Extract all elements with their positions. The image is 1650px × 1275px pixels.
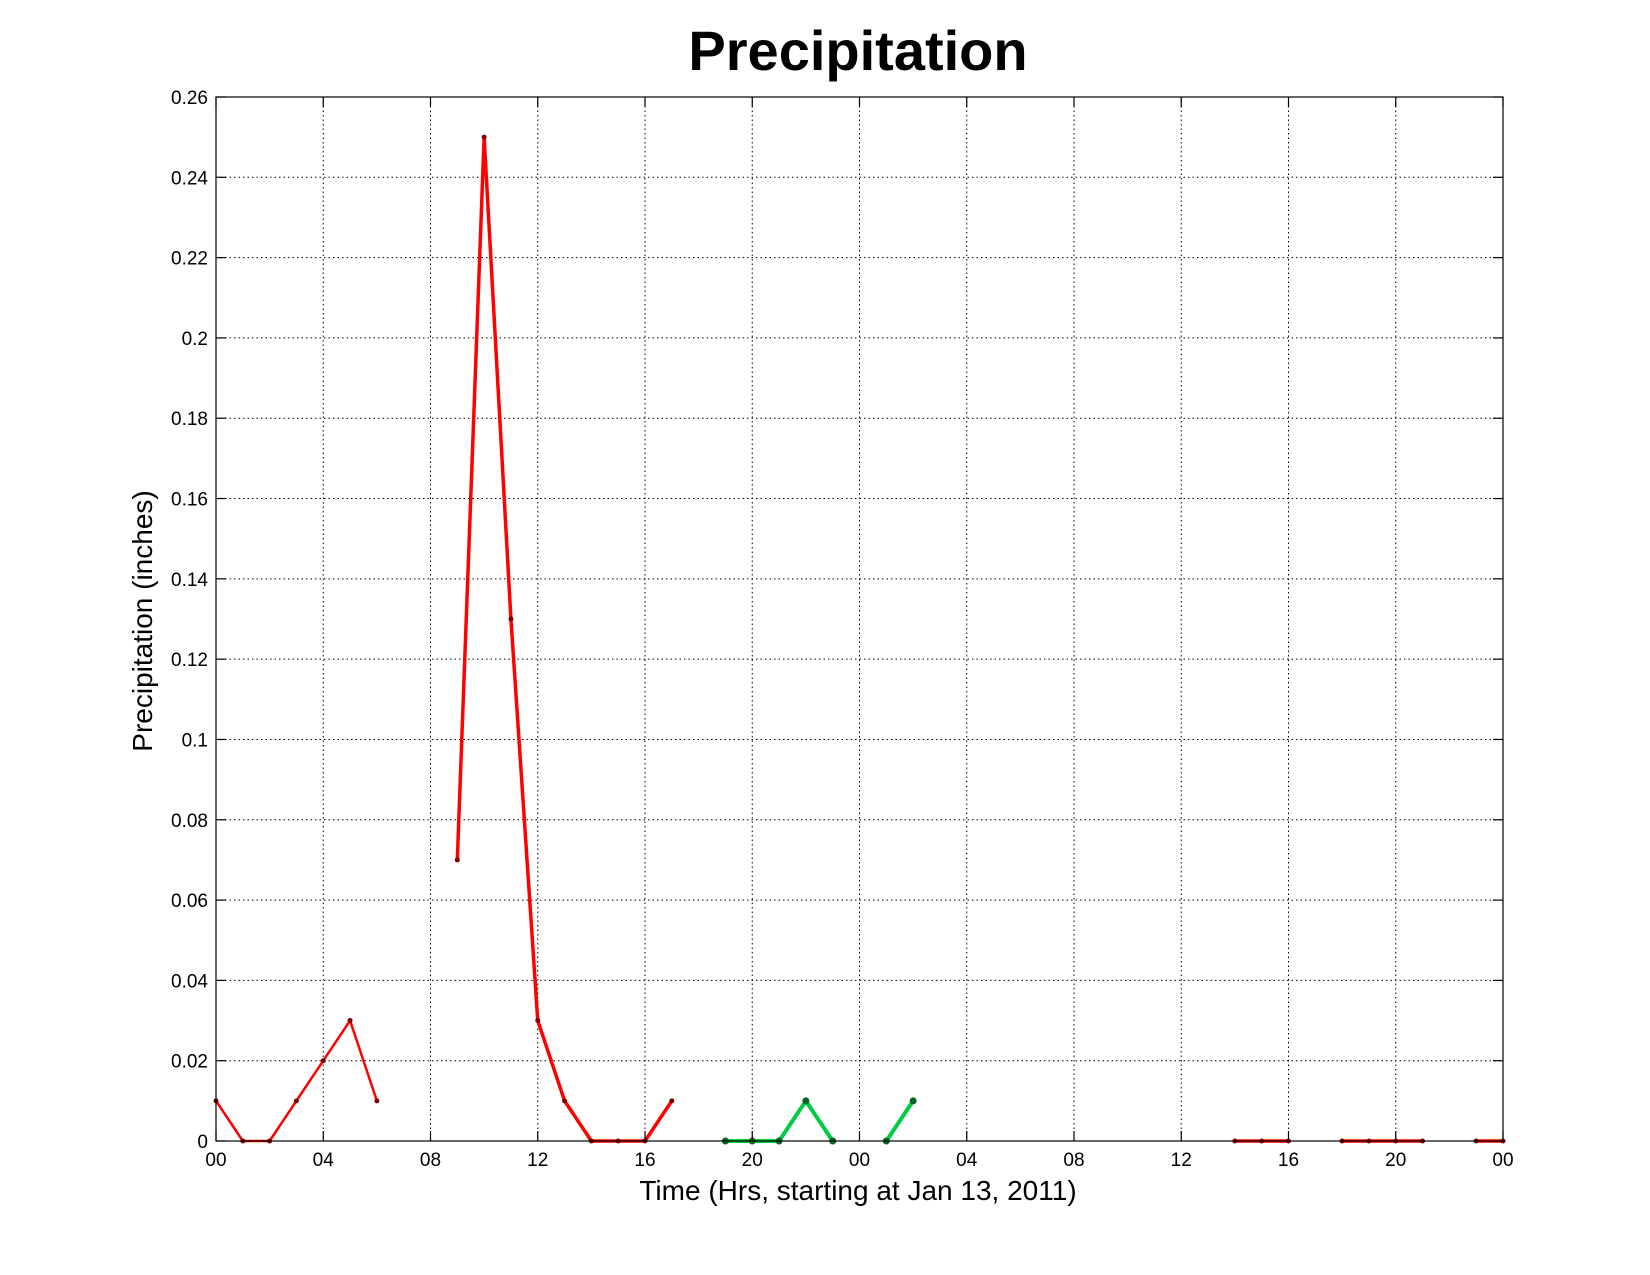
data-point [320,1058,326,1064]
y-tick-label: 0.16 [171,490,208,511]
x-tick-label: 16 [1278,1150,1299,1171]
y-tick-label: 0 [197,1132,208,1153]
y-tick-label: 0.08 [171,811,208,832]
y-tick-label: 0.2 [182,329,208,350]
data-point [562,1098,568,1104]
y-tick-label: 0.04 [171,971,208,992]
chart-title: Precipitation [688,19,1027,82]
series-line [884,1098,916,1143]
y-axis-label: Precipitation (inches) [127,490,158,751]
y-tick-label: 0.22 [171,249,208,270]
x-tick-label: 00 [1492,1150,1513,1171]
x-tick-label: 20 [1385,1150,1406,1171]
tick-labels: 0 0.02 0.04 0.06 0.08 0.1 0.12 0.14 0.16 0.18 0.2 0… [171,88,1514,1171]
x-tick-label: 00 [205,1150,226,1171]
x-tick-label: 20 [742,1150,763,1171]
data-point [508,616,514,622]
data-point [909,1097,917,1105]
data-point [481,134,487,140]
y-tick-label: 0.14 [171,570,208,591]
y-tick-label: 0.02 [171,1052,208,1073]
y-tick-label: 0.06 [171,891,208,912]
x-axis-label: Time (Hrs, starting at Jan 13, 2011) [639,1175,1076,1206]
y-tick-label: 0.24 [171,168,208,189]
data-point [535,1018,541,1024]
x-tick-label: 00 [849,1150,870,1171]
grid-lines [216,97,1503,1141]
y-tick-label: 0.12 [171,650,208,671]
x-tick-label: 12 [527,1150,548,1171]
y-tick-label: 0.18 [171,409,208,430]
x-tick-label: 12 [1171,1150,1192,1171]
data-point [347,1018,353,1024]
data-point [802,1097,810,1105]
y-tick-label: 0.26 [171,88,208,109]
data-point [669,1098,675,1104]
x-tick-label: 04 [956,1150,978,1171]
x-tick-label: 04 [313,1150,335,1171]
data-point [293,1098,299,1104]
x-tick-label: 08 [420,1150,441,1171]
data-point [454,857,460,863]
x-tick-label: 16 [634,1150,655,1171]
axis-ticks [215,96,1504,1142]
data-point [374,1098,380,1104]
x-tick-label: 08 [1063,1150,1084,1171]
y-tick-label: 0.1 [182,730,208,751]
